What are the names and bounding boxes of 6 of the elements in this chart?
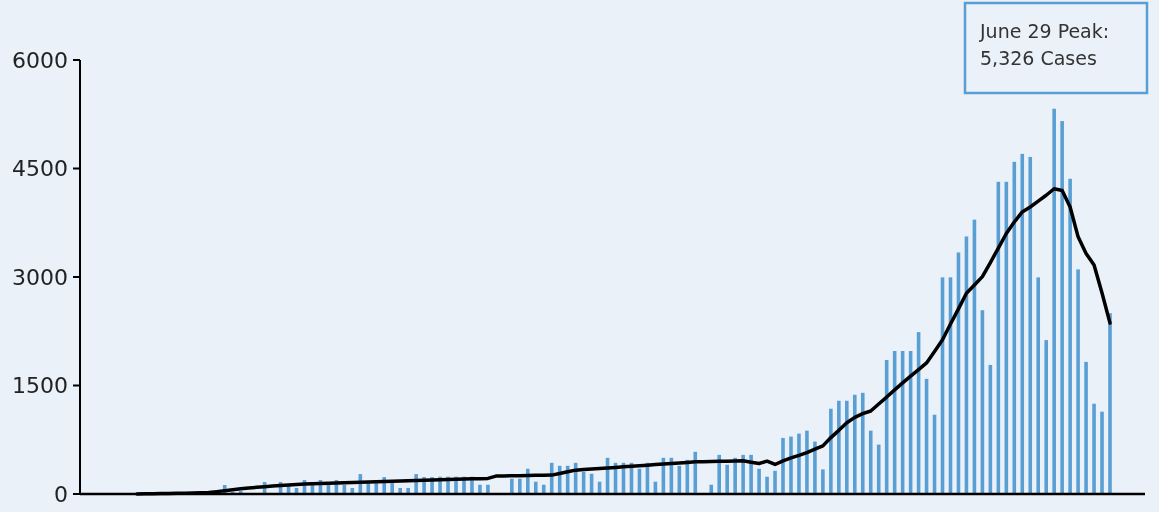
y-tick-label: 4500 — [12, 156, 68, 182]
annotation: June 29 Peak: 5,326 Cases — [979, 20, 1110, 69]
y-tick-label: 1500 — [12, 373, 68, 399]
y-tick-label: 0 — [54, 481, 68, 507]
y-tick-label: 3000 — [12, 264, 68, 290]
y-tick-label: 6000 — [12, 47, 68, 73]
